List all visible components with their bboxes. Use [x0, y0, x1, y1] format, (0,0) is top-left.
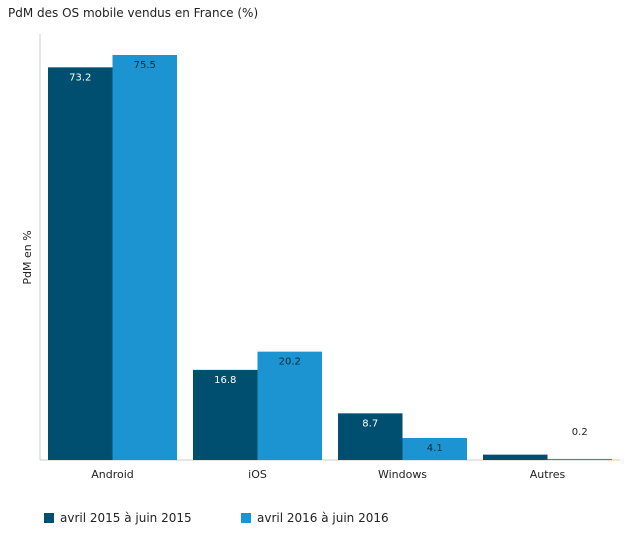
data-label-android-series-0: 73.2 [69, 72, 91, 83]
bar-android-series-0 [48, 67, 113, 461]
data-label-windows-series-1: 4.1 [427, 443, 443, 454]
data-label-ios-series-0: 16.8 [214, 375, 236, 386]
legend-swatch [241, 513, 251, 523]
x-tick-labels: Android iOS Windows Autres [91, 468, 565, 481]
data-label-android-series-1: 75.5 [134, 60, 156, 71]
chart-title: PdM des OS mobile vendus en France (%) [8, 6, 259, 20]
data-label-ios-series-1: 20.2 [279, 357, 301, 368]
bar-windows-series-0 [338, 413, 403, 460]
bar-windows-series-1 [402, 438, 467, 460]
legend-item-2016: avril 2016 à juin 2016 [241, 511, 389, 525]
x-tick-label-windows: Windows [378, 468, 427, 481]
x-tick-label-ios: iOS [248, 468, 267, 481]
legend-item-2015: avril 2015 à juin 2015 [44, 511, 192, 525]
x-tick-label-android: Android [91, 468, 134, 481]
bar-autres-series-0 [483, 454, 548, 460]
legend-swatch [44, 513, 54, 523]
bar-ios-series-0 [193, 369, 258, 460]
bar-ios-series-1 [257, 351, 322, 460]
bar-android-series-1 [112, 55, 177, 460]
data-label-windows-series-0: 8.7 [362, 418, 378, 429]
bar-autres-series-1 [547, 458, 612, 460]
data-label-autres-series-1: 0.2 [572, 427, 588, 438]
y-axis-label: PdM en % [21, 230, 34, 284]
legend-label: avril 2015 à juin 2015 [60, 511, 192, 525]
bars-group: 73.2 75.5 16.8 20.2 8.7 4.1 0.2 [48, 55, 612, 461]
x-tick-label-autres: Autres [530, 468, 566, 481]
legend-label: avril 2016 à juin 2016 [257, 511, 389, 525]
